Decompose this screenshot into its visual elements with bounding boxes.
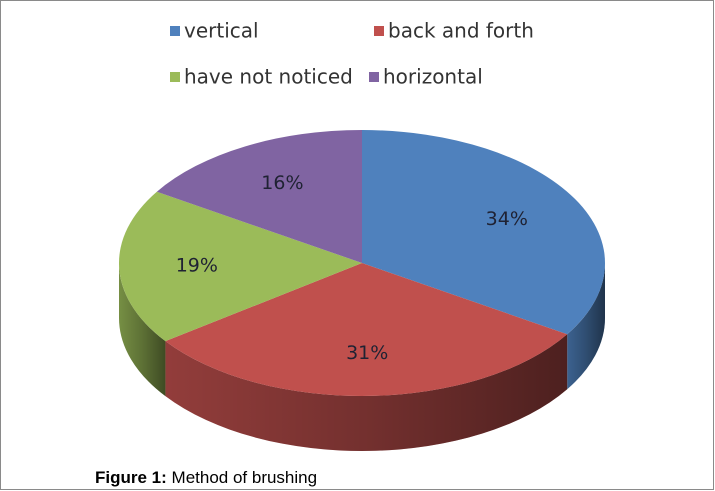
slice	[119, 191, 362, 342]
legend-label: horizontal	[383, 65, 483, 89]
legend-swatch	[374, 26, 384, 36]
data-label: 19%	[176, 254, 218, 276]
legend-swatch	[170, 26, 180, 36]
legend-label: have not noticed	[184, 65, 353, 89]
slice	[156, 130, 362, 263]
data-label: 34%	[486, 208, 528, 230]
caption-label: Figure 1:	[95, 468, 167, 487]
slice	[362, 130, 605, 335]
caption: Figure 1: Method of brushing	[95, 468, 317, 487]
caption-text: Method of brushing	[172, 468, 318, 487]
slice-side-shade	[165, 334, 568, 452]
slice	[165, 263, 568, 397]
slice-side-shade	[567, 263, 605, 390]
data-label: 31%	[346, 342, 388, 364]
legend-label: vertical	[184, 19, 259, 43]
data-label: 16%	[261, 172, 303, 194]
legend-label: back and forth	[388, 19, 534, 43]
slice-side-shade	[119, 263, 166, 397]
legend-swatch	[170, 72, 180, 82]
legend-swatch	[369, 72, 379, 82]
